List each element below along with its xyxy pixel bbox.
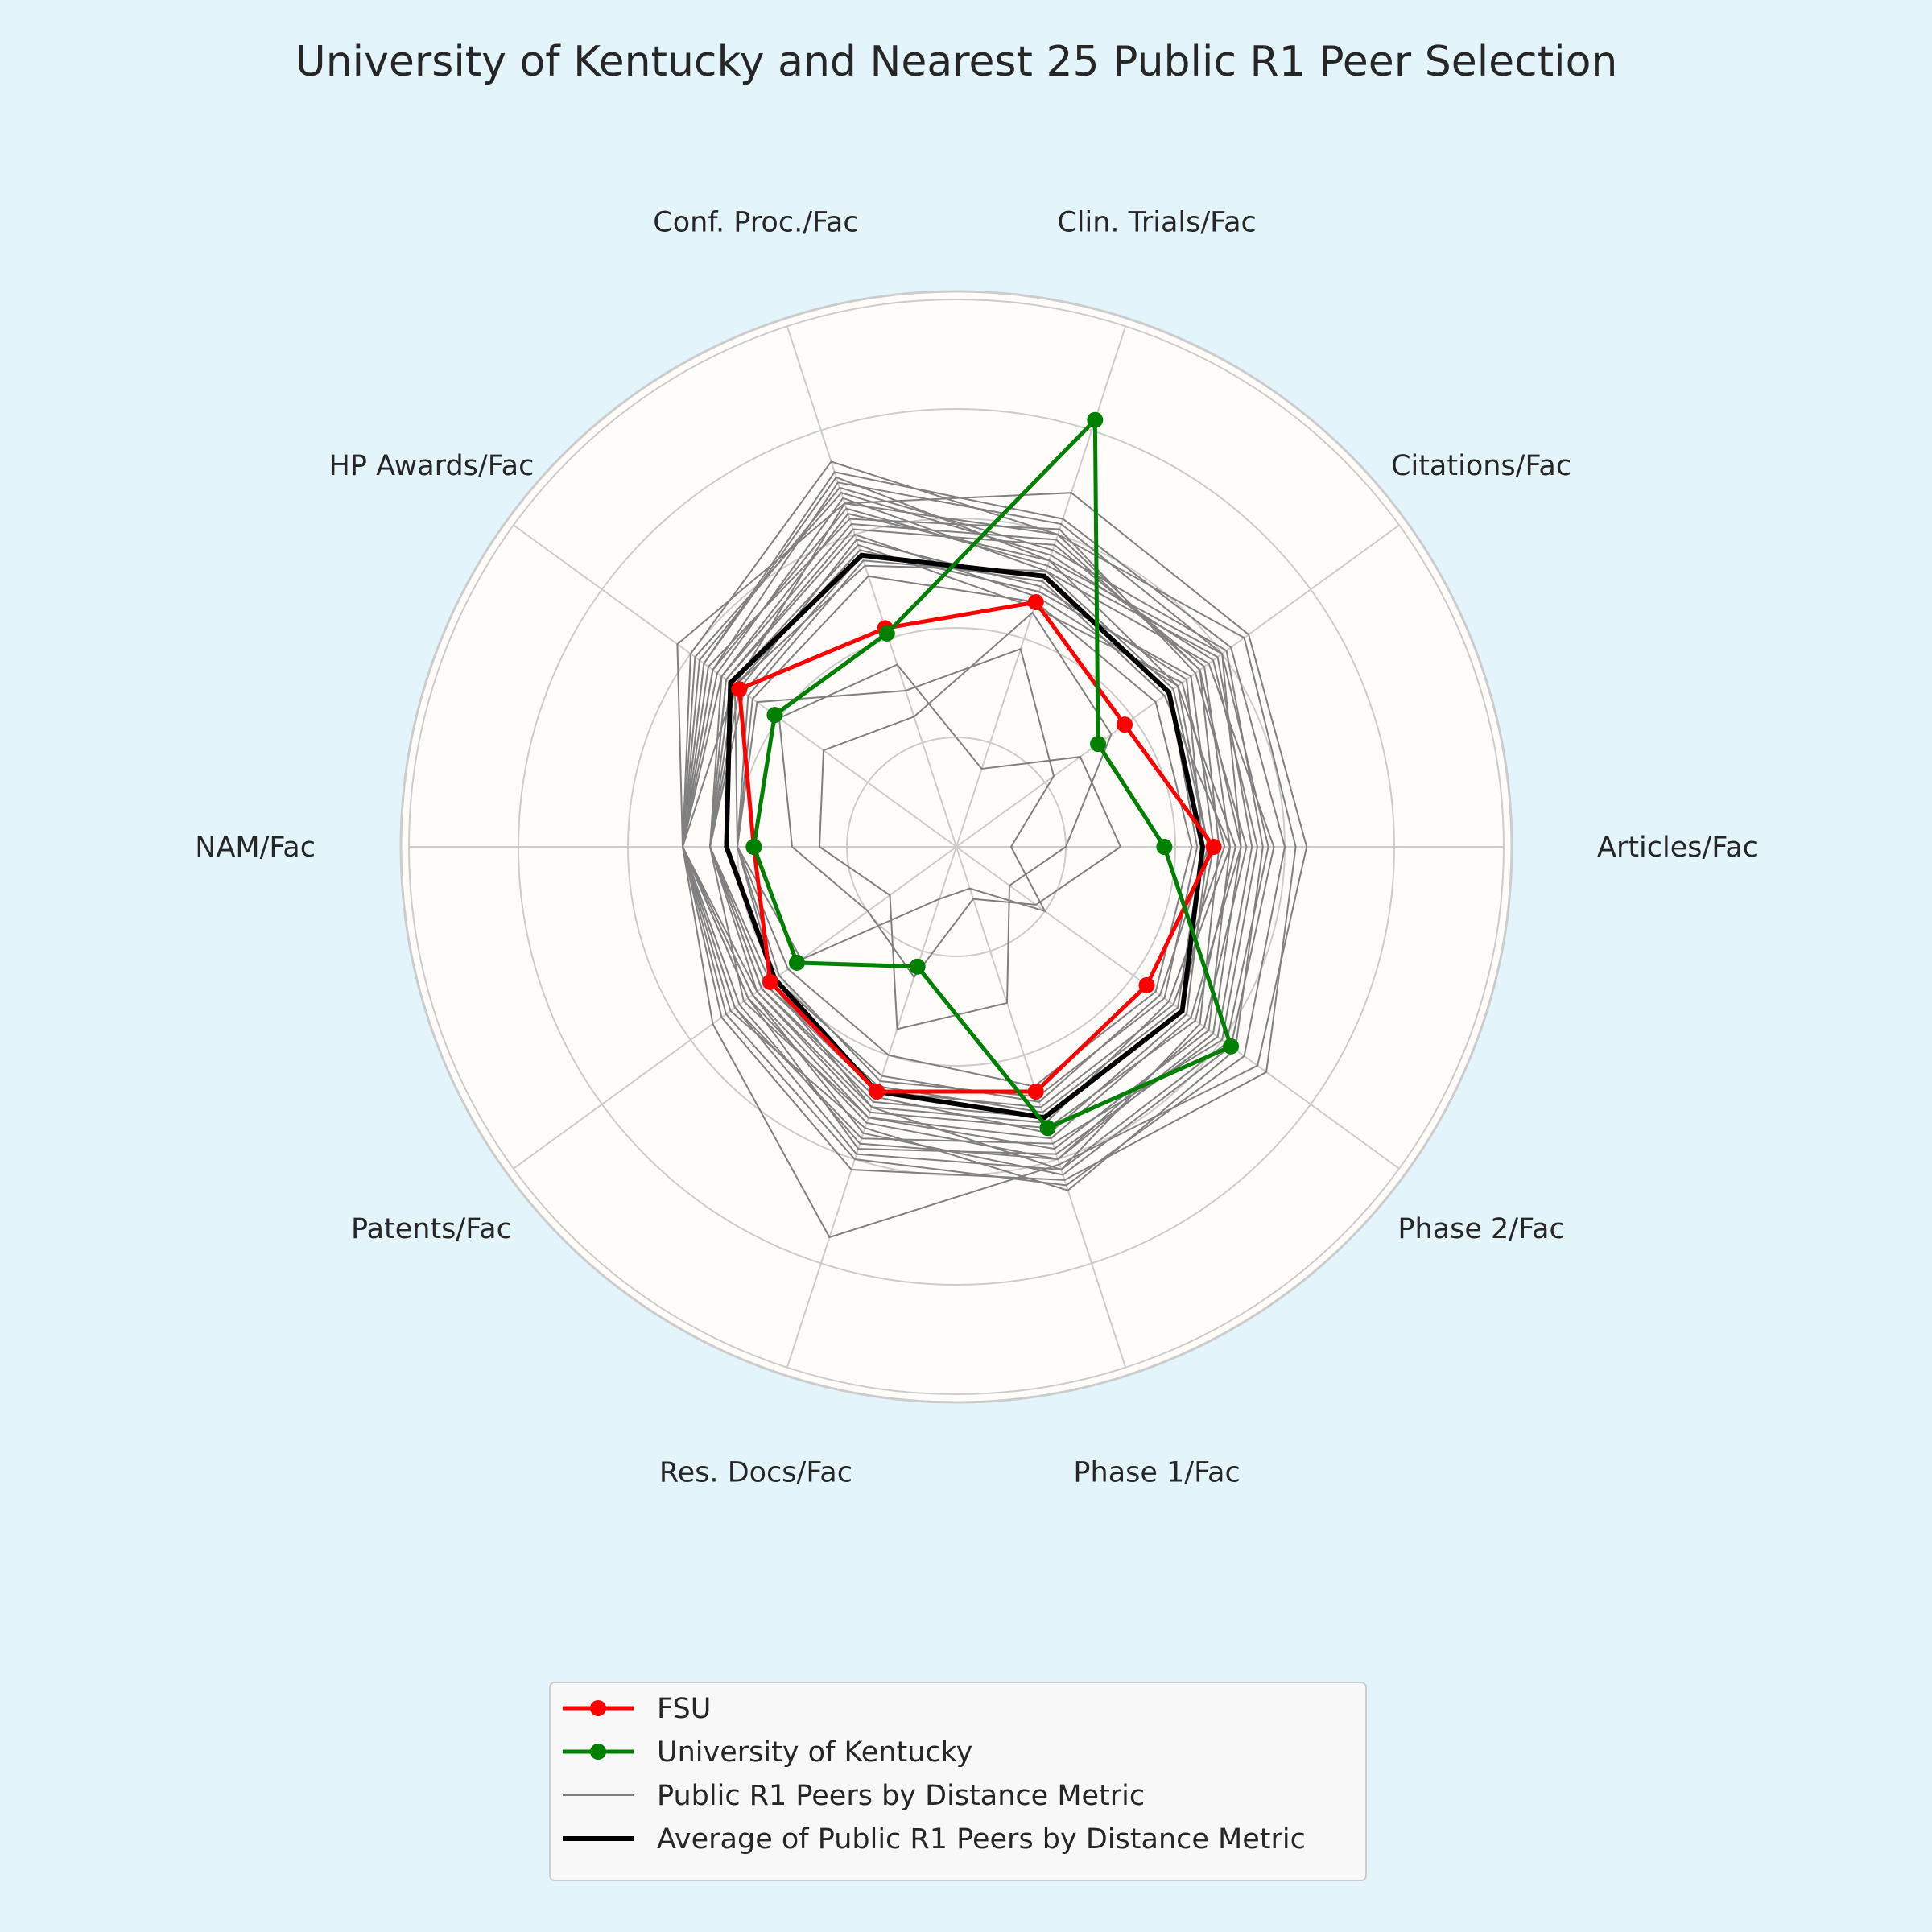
- series-point: [1039, 1120, 1056, 1137]
- peer-series-line: [676, 492, 1308, 1239]
- peer-series-line: [708, 554, 1232, 1108]
- series-average-of-public-r1-peers-by-distance-metric: [724, 552, 1206, 1121]
- chart-title: University of Kentucky and Nearest 25 Pu…: [295, 38, 1618, 86]
- series-point: [1205, 839, 1222, 855]
- axis-label-articles-fac: Articles/Fac: [1597, 832, 1758, 864]
- series-point: [1223, 1038, 1240, 1055]
- series-point: [1027, 594, 1044, 611]
- axis-label-patents-fac: Patents/Fac: [351, 1213, 512, 1245]
- axis-labels: Articles/Fac Citations/Fac Clin. Trials/Fa…: [195, 206, 1758, 1488]
- grid-spoke-conf-proc-fac: [786, 325, 957, 848]
- legend-marker-university-of-kentucky: [590, 1744, 606, 1760]
- legend-label-public-r1-peers-by-distance-metric: Public R1 Peers by Distance Metric: [657, 1780, 1145, 1812]
- peer-series-line: [736, 647, 1055, 961]
- series-university-of-kentucky: [745, 411, 1240, 1137]
- series-point: [1087, 411, 1104, 428]
- legend-marker-fsu: [590, 1700, 606, 1716]
- axis-label-clin-trials-fac: Clin. Trials/Fac: [1057, 206, 1256, 238]
- axis-label-citations-fac: Citations/Fac: [1391, 450, 1571, 482]
- series-line: [724, 552, 1206, 1121]
- peer-series-line: [778, 663, 1122, 979]
- series-point: [1090, 736, 1107, 753]
- axis-label-phase-1-fac: Phase 1/Fac: [1073, 1457, 1240, 1489]
- series-point: [1138, 976, 1155, 993]
- series-point: [745, 839, 762, 855]
- series-point: [788, 954, 805, 971]
- peer-series-group: [676, 460, 1308, 1239]
- axis-label-hp-awards-fac: HP Awards/Fac: [329, 450, 535, 482]
- legend-label-average-of-public-r1-peers-by-distance-metric: Average of Public R1 Peers by Distance M…: [657, 1823, 1306, 1856]
- legend: FSU University of Kentucky Public R1 Peers…: [549, 1682, 1367, 1881]
- series-point: [1117, 716, 1133, 733]
- series-point: [909, 958, 926, 975]
- peer-series-line: [818, 611, 1113, 1030]
- axis-label-nam-fac: NAM/Fac: [195, 832, 316, 864]
- legend-label-fsu: FSU: [657, 1693, 711, 1725]
- axis-label-res-docs-fac: Res. Docs/Fac: [659, 1457, 852, 1489]
- series-point: [731, 681, 748, 698]
- legend-frame: [549, 1682, 1367, 1881]
- series-point: [878, 625, 895, 642]
- series-point: [766, 707, 783, 724]
- series-point: [1156, 839, 1173, 855]
- main-series-group: [724, 411, 1240, 1137]
- legend-label-university-of-kentucky: University of Kentucky: [657, 1736, 972, 1769]
- series-point: [762, 973, 778, 990]
- series-point: [1027, 1083, 1044, 1100]
- axis-label-conf-proc-fac: Conf. Proc./Fac: [653, 206, 858, 238]
- axis-label-phase-2-fac: Phase 2/Fac: [1397, 1213, 1564, 1245]
- series-point: [869, 1083, 886, 1100]
